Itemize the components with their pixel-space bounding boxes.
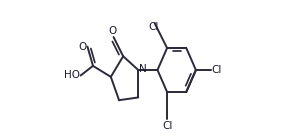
Text: Cl: Cl (162, 121, 172, 131)
Text: O: O (79, 42, 87, 52)
Text: Cl: Cl (149, 22, 159, 32)
Text: Cl: Cl (212, 65, 222, 75)
Text: O: O (109, 26, 117, 36)
Text: N: N (139, 64, 147, 74)
Text: HO: HO (64, 70, 80, 80)
